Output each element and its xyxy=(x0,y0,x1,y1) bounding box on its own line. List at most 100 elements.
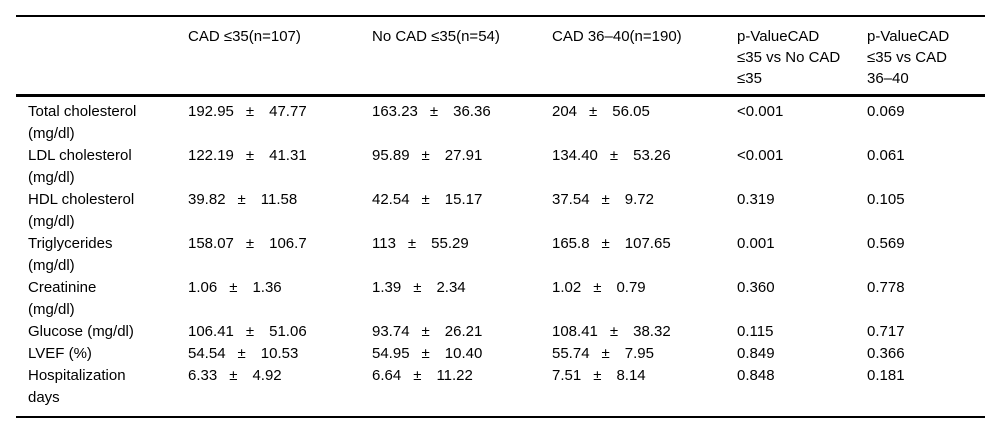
plus-minus-sign: ± xyxy=(237,345,246,362)
sd-value: 47.77 xyxy=(269,103,307,120)
table-row-hospitalization-days: Hospitalization days 6.33 ±4.92 6.64 ±11.2… xyxy=(16,365,985,409)
p-value-cell: 0.061 xyxy=(867,147,905,164)
plus-minus-sign: ± xyxy=(245,103,255,120)
mean-value: 113 xyxy=(372,235,396,252)
measure-cell: 6.33 ±4.92 xyxy=(188,365,372,387)
lab-values-comparison-table: CAD ≤35(n=107) No CAD ≤35(n=54) CAD 36–4… xyxy=(16,15,985,418)
mean-value: 6.64 xyxy=(372,367,402,384)
measure-cell: 204 ±56.05 xyxy=(552,101,737,123)
mean-value: 54.95 xyxy=(372,345,410,362)
mean-value: 93.74 xyxy=(372,323,410,340)
mean-value: 1.39 xyxy=(372,279,402,296)
p-value-cell: 0.849 xyxy=(737,345,775,362)
sd-value: 11.22 xyxy=(436,367,473,384)
plus-minus-sign: ± xyxy=(429,103,439,120)
mean-value: 42.54 xyxy=(372,191,410,208)
measure-cell: 106.41 ±51.06 xyxy=(188,321,372,343)
measure-cell: 6.64 ±11.22 xyxy=(372,365,552,387)
sd-value: 55.29 xyxy=(431,235,469,252)
plus-minus-sign: ± xyxy=(245,323,255,340)
mean-value: 1.06 xyxy=(188,279,218,296)
sd-value: 10.53 xyxy=(260,345,299,362)
sd-value: 0.79 xyxy=(616,279,646,296)
column-header-cad-36-40: CAD 36–40(n=190) xyxy=(552,28,682,45)
p-value-cell: 0.366 xyxy=(867,345,905,362)
plus-minus-sign: ± xyxy=(601,345,610,362)
sd-value: 51.06 xyxy=(269,323,307,340)
table-row-creatinine: Creatinine (mg/dl) 1.06 ±1.36 1.39 ±2.34 1… xyxy=(16,277,985,321)
plus-minus-sign: ± xyxy=(601,235,610,252)
row-label: Total cholesterol (mg/dl) xyxy=(28,103,137,142)
p-value-cell: 0.360 xyxy=(737,279,775,296)
table-header-row: CAD ≤35(n=107) No CAD ≤35(n=54) CAD 36–4… xyxy=(16,17,985,97)
plus-minus-sign: ± xyxy=(601,191,610,208)
mean-value: 54.54 xyxy=(188,345,226,362)
plus-minus-sign: ± xyxy=(421,147,430,164)
measure-cell: 37.54 ±9.72 xyxy=(552,189,737,211)
plus-minus-sign: ± xyxy=(229,367,238,384)
measure-cell: 1.02 ±0.79 xyxy=(552,277,737,299)
plus-minus-sign: ± xyxy=(589,103,598,120)
sd-value: 53.26 xyxy=(633,147,671,164)
p-value-cell: 0.848 xyxy=(737,367,775,384)
p-value-cell: 0.181 xyxy=(867,367,905,384)
sd-value: 7.95 xyxy=(624,345,654,362)
measure-cell: 134.40 ±53.26 xyxy=(552,145,737,167)
plus-minus-sign: ± xyxy=(593,367,602,384)
table-row-glucose: Glucose (mg/dl) 106.41 ±51.06 93.74 ±26.21… xyxy=(16,321,985,343)
measure-cell: 55.74 ±7.95 xyxy=(552,343,737,365)
measure-cell: 163.23 ±36.36 xyxy=(372,101,552,123)
table-row-lvef: LVEF (%) 54.54 ±10.53 54.95 ±10.40 55.74 ±7… xyxy=(16,343,985,365)
plus-minus-sign: ± xyxy=(245,235,255,252)
row-label: LVEF (%) xyxy=(28,345,92,362)
mean-value: 106.41 xyxy=(188,323,234,340)
sd-value: 1.36 xyxy=(252,279,282,296)
sd-value: 26.21 xyxy=(444,323,483,340)
mean-value: 165.8 xyxy=(552,235,590,252)
plus-minus-sign: ± xyxy=(609,147,619,164)
measure-cell: 54.54 ±10.53 xyxy=(188,343,372,365)
column-header-pvalue-cad-vs-cad3640: p-ValueCAD ≤35 vs CAD 36–40 xyxy=(867,28,950,87)
mean-value: 204 xyxy=(552,103,578,120)
sd-value: 106.7 xyxy=(269,235,307,252)
plus-minus-sign: ± xyxy=(229,279,238,296)
row-label: LDL cholesterol (mg/dl) xyxy=(28,147,132,186)
row-label: Hospitalization days xyxy=(28,367,126,406)
plus-minus-sign: ± xyxy=(421,323,430,340)
plus-minus-sign: ± xyxy=(413,279,422,296)
row-label: Creatinine (mg/dl) xyxy=(28,279,97,318)
p-value-cell: 0.105 xyxy=(867,191,905,208)
plus-minus-sign: ± xyxy=(245,147,255,164)
measure-cell: 95.89 ±27.91 xyxy=(372,145,552,167)
row-label: HDL cholesterol (mg/dl) xyxy=(28,191,135,230)
sd-value: 38.32 xyxy=(633,323,671,340)
p-value-cell: 0.778 xyxy=(867,279,905,296)
mean-value: 158.07 xyxy=(188,235,234,252)
measure-cell: 113 ±55.29 xyxy=(372,233,552,255)
sd-value: 41.31 xyxy=(269,147,307,164)
mean-value: 37.54 xyxy=(552,191,590,208)
mean-value: 134.40 xyxy=(552,147,598,164)
measure-cell: 108.41 ±38.32 xyxy=(552,321,737,343)
p-value-cell: <0.001 xyxy=(737,103,784,120)
p-value-cell: <0.001 xyxy=(737,147,784,164)
sd-value: 8.14 xyxy=(616,367,646,384)
plus-minus-sign: ± xyxy=(421,191,430,208)
mean-value: 108.41 xyxy=(552,323,598,340)
measure-cell: 165.8 ±107.65 xyxy=(552,233,737,255)
mean-value: 39.82 xyxy=(188,191,226,208)
mean-value: 7.51 xyxy=(552,367,582,384)
measure-cell: 42.54 ±15.17 xyxy=(372,189,552,211)
p-value-cell: 0.069 xyxy=(867,103,905,120)
sd-value: 11.58 xyxy=(260,191,298,208)
measure-cell: 1.06 ±1.36 xyxy=(188,277,372,299)
sd-value: 56.05 xyxy=(612,103,650,120)
mean-value: 95.89 xyxy=(372,147,410,164)
measure-cell: 93.74 ±26.21 xyxy=(372,321,552,343)
measure-cell: 158.07 ±106.7 xyxy=(188,233,372,255)
sd-value: 10.40 xyxy=(444,345,483,362)
mean-value: 163.23 xyxy=(372,103,418,120)
sd-value: 36.36 xyxy=(453,103,491,120)
p-value-cell: 0.717 xyxy=(867,323,905,340)
p-value-cell: 0.319 xyxy=(737,191,775,208)
